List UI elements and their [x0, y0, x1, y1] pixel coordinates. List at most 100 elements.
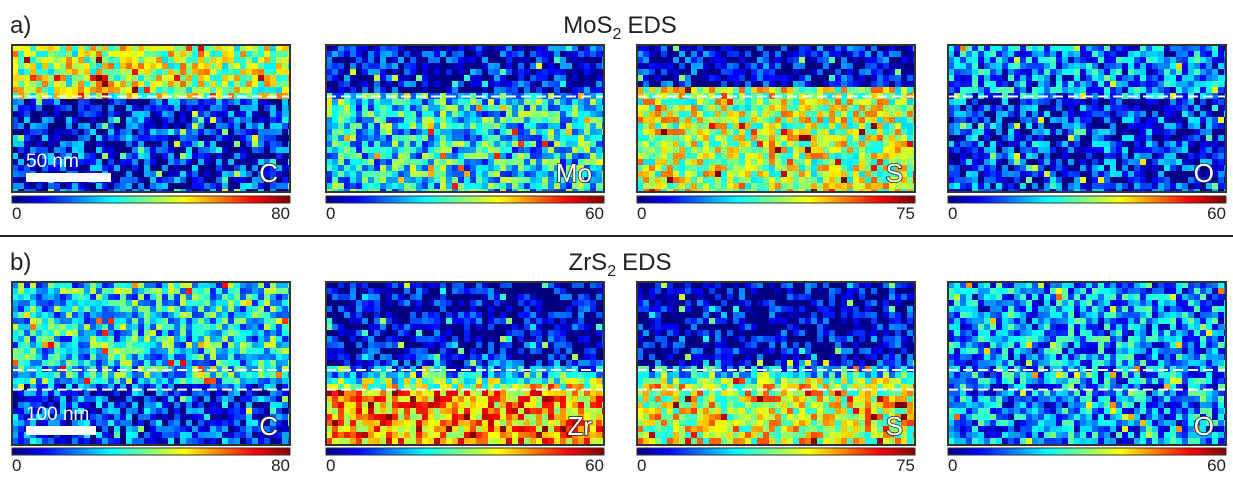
map-pixel — [990, 123, 996, 129]
map-pixel — [518, 57, 524, 63]
map-pixel — [584, 99, 590, 105]
map-pixel — [1068, 135, 1074, 141]
map-pixel — [386, 177, 392, 183]
map-pixel — [1068, 141, 1074, 147]
map-pixel — [1158, 87, 1164, 93]
map-pixel — [1038, 111, 1044, 117]
map-pixel — [655, 117, 661, 123]
map-pixel — [96, 300, 102, 306]
map-pixel — [90, 111, 96, 117]
map-pixel — [446, 153, 452, 159]
map-pixel — [1020, 81, 1026, 87]
map-pixel — [954, 129, 960, 135]
map-pixel — [536, 147, 542, 153]
map-pixel — [984, 165, 990, 171]
map-pixel — [1122, 63, 1128, 69]
map-pixel — [338, 129, 344, 135]
map-pixel — [1134, 159, 1140, 165]
map-pixel — [655, 147, 661, 153]
map-pixel — [500, 135, 506, 141]
map-pixel — [24, 87, 30, 93]
map-pixel — [811, 99, 817, 105]
map-pixel — [853, 165, 859, 171]
map-pixel — [126, 129, 132, 135]
map-pixel — [1032, 111, 1038, 117]
map-pixel — [174, 57, 180, 63]
map-pixel — [162, 111, 168, 117]
map-pixel — [1014, 51, 1020, 57]
map-pixel — [1062, 81, 1068, 87]
map-pixel — [96, 57, 102, 63]
map-pixel — [276, 288, 282, 294]
map-pixel — [566, 75, 572, 81]
map-pixel — [907, 69, 913, 75]
map-pixel — [596, 111, 602, 117]
map-pixel — [198, 57, 204, 63]
map-pixel — [739, 165, 745, 171]
map-pixel — [356, 117, 362, 123]
map-pixel — [524, 183, 530, 189]
map-pixel — [18, 288, 24, 294]
map-pixel — [554, 99, 560, 105]
map-pixel — [204, 183, 210, 189]
map-pixel — [877, 117, 883, 123]
map-pixel — [174, 183, 180, 189]
map-pixel — [841, 75, 847, 81]
map-pixel — [667, 165, 673, 171]
map-pixel — [548, 183, 554, 189]
map-pixel — [781, 117, 787, 123]
map-pixel — [805, 81, 811, 87]
map-pixel — [258, 81, 264, 87]
map-pixel — [1008, 99, 1014, 105]
map-pixel — [506, 129, 512, 135]
map-pixel — [356, 159, 362, 165]
map-pixel — [775, 111, 781, 117]
map-pixel — [727, 63, 733, 69]
map-pixel — [787, 147, 793, 153]
map-pixel — [643, 69, 649, 75]
map-pixel — [96, 105, 102, 111]
map-pixel — [228, 63, 234, 69]
map-pixel — [374, 63, 380, 69]
eds-map: S — [637, 45, 915, 192]
map-pixel — [246, 153, 252, 159]
map-pixel — [817, 129, 823, 135]
map-pixel — [984, 123, 990, 129]
map-pixel — [186, 75, 192, 81]
map-pixel — [817, 75, 823, 81]
map-pixel — [150, 159, 156, 165]
map-pixel — [1026, 147, 1032, 153]
map-pixel — [186, 51, 192, 57]
map-pixel — [48, 306, 54, 312]
map-pixel — [174, 63, 180, 69]
map-pixel — [847, 105, 853, 111]
map-pixel — [667, 51, 673, 57]
map-pixel — [1044, 165, 1050, 171]
map-pixel — [138, 63, 144, 69]
map-pixel — [697, 111, 703, 117]
map-pixel — [470, 153, 476, 159]
map-pixel — [739, 159, 745, 165]
map-pixel — [90, 306, 96, 312]
map-pixel — [524, 81, 530, 87]
map-pixel — [398, 135, 404, 141]
map-pixel — [452, 63, 458, 69]
map-pixel — [859, 141, 865, 147]
map-pixel — [697, 63, 703, 69]
map-pixel — [48, 111, 54, 117]
colorbar-min-label: 0 — [326, 204, 335, 223]
map-pixel — [362, 75, 368, 81]
map-pixel — [404, 135, 410, 141]
map-pixel — [1098, 165, 1104, 171]
map-pixel — [703, 87, 709, 93]
map-pixel — [66, 300, 72, 306]
map-pixel — [1056, 129, 1062, 135]
map-pixel — [30, 51, 36, 57]
map-pixel — [715, 57, 721, 63]
map-pixel — [1164, 69, 1170, 75]
map-pixel — [1098, 183, 1104, 189]
map-pixel — [1086, 177, 1092, 183]
map-pixel — [1134, 87, 1140, 93]
map-pixel — [150, 69, 156, 75]
map-pixel — [960, 141, 966, 147]
